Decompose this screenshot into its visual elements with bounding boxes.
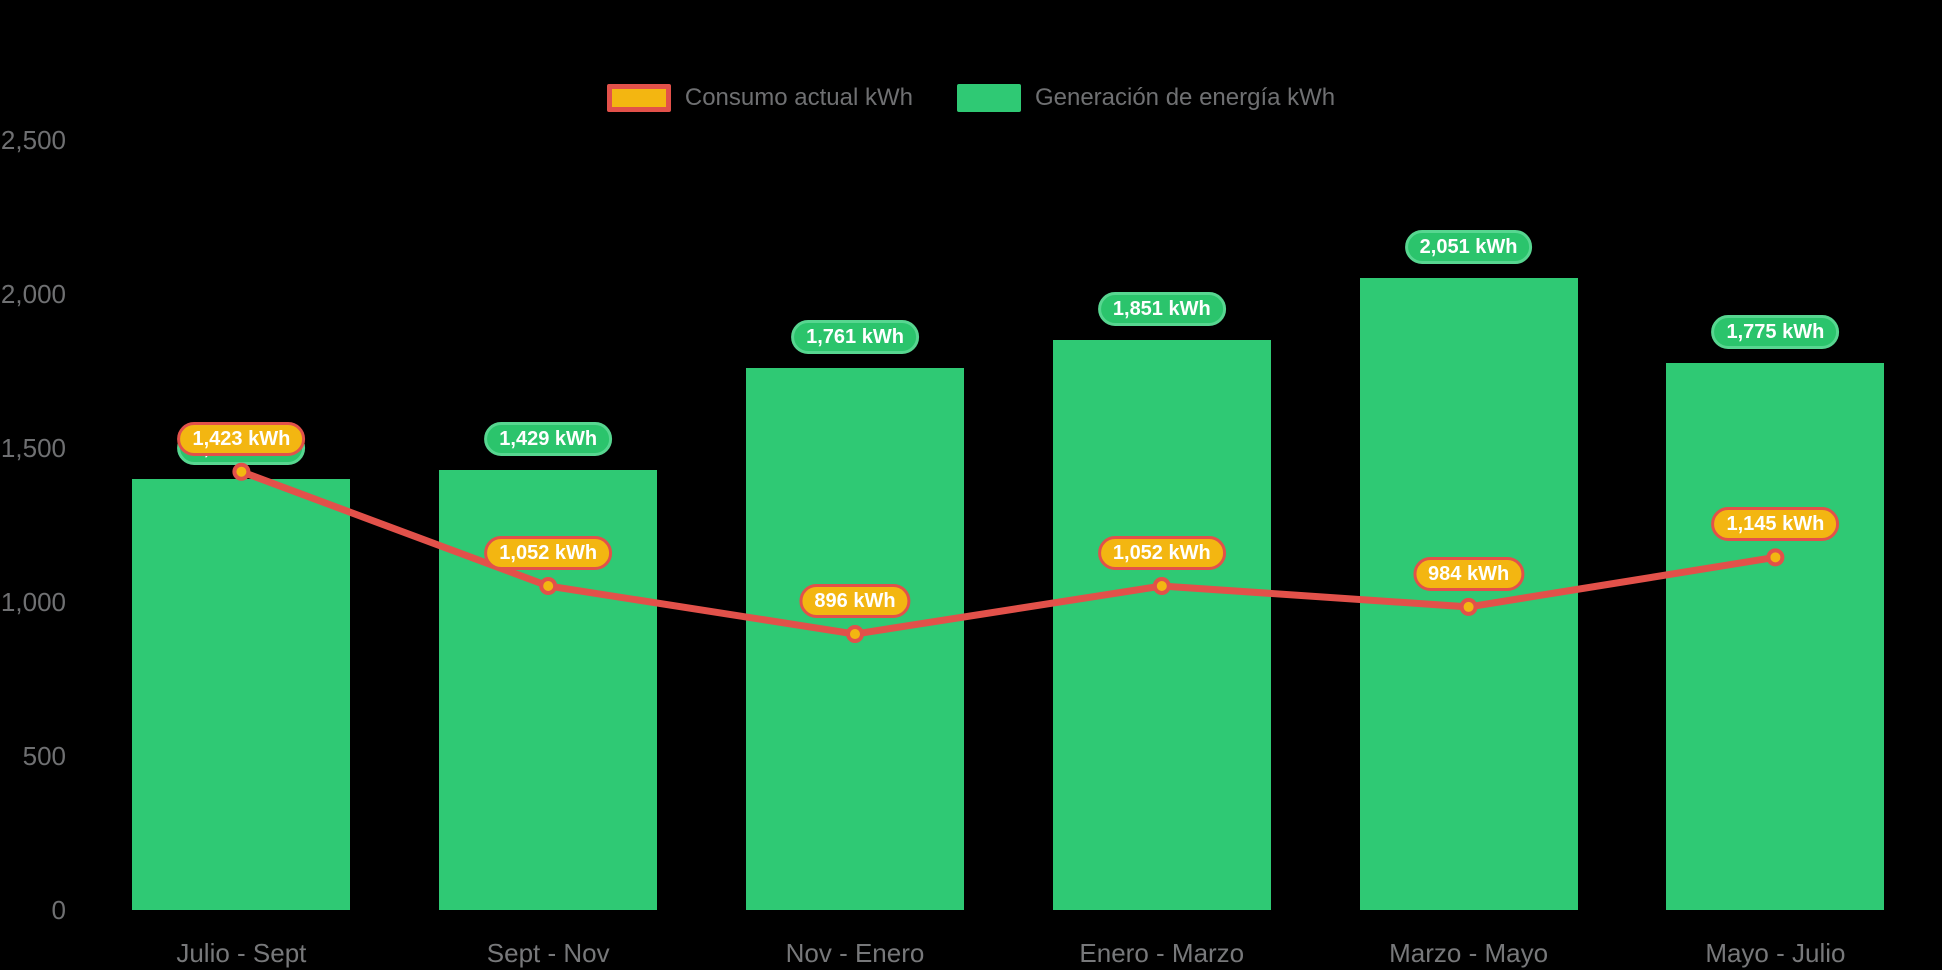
x-tick-label: Marzo - Mayo	[1389, 938, 1549, 968]
line-value-label: 984 kWh	[1413, 556, 1525, 591]
legend-item-generation[interactable]: Generación de energía kWh	[956, 84, 1336, 112]
line-value-label: 1,052 kWh	[484, 535, 613, 570]
y-tick-label: 500	[22, 741, 66, 771]
bar-value-label: 2,051 kWh	[1404, 230, 1533, 265]
y-tick-label: 0	[51, 895, 66, 925]
line-value-label: 1,145 kWh	[1711, 507, 1840, 542]
bar-value-label: 1,775 kWh	[1711, 315, 1840, 350]
y-tick-label: 1,000	[0, 587, 66, 617]
legend-item-consumption[interactable]: Consumo actual kWh	[606, 84, 913, 112]
y-tick-label: 2,500	[0, 125, 66, 155]
generation-bar[interactable]	[132, 479, 351, 910]
generation-bar[interactable]	[1052, 339, 1271, 910]
x-tick-label: Nov - Enero	[785, 938, 925, 968]
bar-value-label: 1,851 kWh	[1097, 291, 1226, 326]
line-point[interactable]	[232, 462, 251, 481]
x-tick-label: Mayo - Julio	[1705, 938, 1846, 968]
consumption-swatch-icon	[606, 84, 671, 112]
x-tick-label: Julio - Sept	[176, 938, 307, 968]
generation-bar[interactable]	[1666, 363, 1885, 910]
line-point[interactable]	[1766, 548, 1785, 567]
y-tick-label: 2,000	[0, 279, 66, 309]
line-point[interactable]	[1152, 576, 1171, 595]
x-tick-label: Sept - Nov	[486, 938, 610, 968]
bar-value-label: 1,761 kWh	[791, 319, 919, 354]
chart-legend: Consumo actual kWh Generación de energía…	[0, 84, 1942, 112]
line-value-label: 1,423 kWh	[177, 421, 306, 456]
line-value-label: 896 kWh	[799, 584, 911, 619]
line-point[interactable]	[846, 625, 864, 644]
legend-label-generation: Generación de energía kWh	[1034, 84, 1336, 111]
generation-swatch-icon	[956, 84, 1021, 112]
legend-label-consumption: Consumo actual kWh	[684, 84, 913, 111]
generation-bar[interactable]	[1359, 278, 1578, 910]
bar-value-label: 1,429 kWh	[484, 421, 613, 456]
x-tick-label: Enero - Marzo	[1079, 938, 1245, 968]
line-point[interactable]	[539, 576, 558, 595]
line-value-label: 1,052 kWh	[1097, 535, 1226, 570]
y-tick-label: 1,500	[0, 433, 66, 463]
line-point[interactable]	[1459, 597, 1478, 616]
